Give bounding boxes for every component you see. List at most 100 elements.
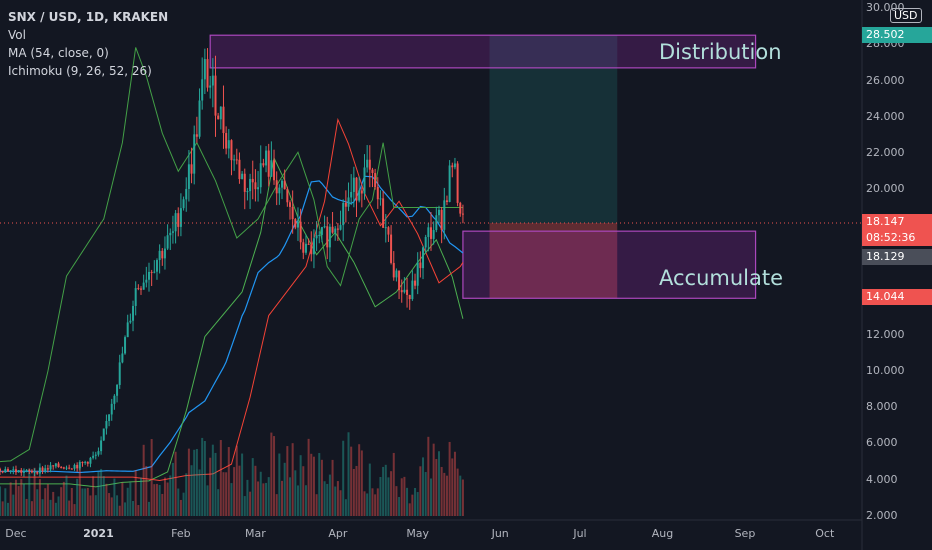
volume-bar xyxy=(121,482,124,516)
candle-body xyxy=(331,226,334,233)
volume-bar xyxy=(62,481,65,516)
volume-bar xyxy=(110,497,113,516)
candle-body xyxy=(201,79,204,101)
volume-bar xyxy=(339,490,342,516)
volume-bar xyxy=(155,483,158,516)
distribution-label[interactable]: Distribution xyxy=(659,40,782,64)
candle-body xyxy=(310,244,313,255)
accumulate-label[interactable]: Accumulate xyxy=(659,266,784,290)
ma-price-tag: 18.129 xyxy=(862,249,932,265)
candle-body xyxy=(62,467,65,469)
legend-ma[interactable]: MA (54, close, 0) xyxy=(8,46,109,60)
candle-body xyxy=(363,167,366,194)
volume-bar xyxy=(14,479,17,516)
accumulate-zone[interactable] xyxy=(462,230,757,299)
candle-body xyxy=(243,173,246,192)
volume-bar xyxy=(453,451,456,516)
volume-bar xyxy=(78,467,81,516)
volume-bar xyxy=(147,501,150,516)
candle-body xyxy=(60,467,63,469)
countdown-tag: 08:52:36 xyxy=(862,230,932,246)
candle-body xyxy=(182,199,185,209)
symbol-title[interactable]: SNX / USD, 1D, KRAKEN xyxy=(8,10,169,24)
volume-bar xyxy=(459,475,462,516)
volume-bar xyxy=(360,450,363,516)
candle-body xyxy=(334,228,337,233)
candle-body xyxy=(294,219,297,228)
volume-bar xyxy=(331,459,334,516)
candle-body xyxy=(92,455,95,458)
candle-body xyxy=(448,165,451,202)
volume-bar xyxy=(102,476,105,516)
volume-bar xyxy=(132,500,135,516)
candle-body xyxy=(84,461,87,463)
currency-button[interactable]: USD xyxy=(890,8,922,23)
distribution-zone[interactable] xyxy=(209,34,757,69)
volume-bar xyxy=(1,501,4,516)
candle-body xyxy=(347,197,350,207)
candle-body xyxy=(12,469,15,471)
candle-body xyxy=(328,226,331,248)
volume-bar xyxy=(288,477,291,516)
loss-zone xyxy=(489,223,618,299)
candle-body xyxy=(97,451,100,455)
volume-bar xyxy=(38,479,41,516)
candle-body xyxy=(153,271,156,273)
volume-bar xyxy=(440,466,443,516)
volume-bar xyxy=(437,451,440,516)
legend-vol[interactable]: Vol xyxy=(8,28,26,42)
volume-bar xyxy=(134,470,137,516)
volume-bar xyxy=(177,488,180,516)
volume-bar xyxy=(302,466,305,516)
volume-bar xyxy=(97,471,100,516)
candle-body xyxy=(4,469,7,473)
candle-body xyxy=(403,289,406,293)
volume-bar xyxy=(166,482,169,516)
volume-bar xyxy=(198,469,201,516)
volume-bar xyxy=(193,449,196,516)
volume-bar xyxy=(6,502,9,516)
candle-body xyxy=(382,198,385,228)
volume-bar xyxy=(76,478,79,516)
candle-body xyxy=(414,280,417,286)
legend-ichimoku[interactable]: Ichimoku (9, 26, 52, 26) xyxy=(8,64,152,78)
volume-bar xyxy=(328,474,331,516)
volume-bar xyxy=(142,444,145,516)
candle-body xyxy=(132,305,135,321)
candle-body xyxy=(140,288,143,290)
volume-bar xyxy=(54,502,57,516)
candle-body xyxy=(281,180,284,188)
volume-bar xyxy=(116,495,119,516)
candle-body xyxy=(110,403,113,415)
volume-bar xyxy=(0,486,1,516)
volume-bar xyxy=(70,487,73,516)
volume-bar xyxy=(414,487,417,516)
candle-body xyxy=(129,320,132,323)
candle-body xyxy=(195,134,198,137)
price-axis-label: 26.000 xyxy=(866,73,905,87)
candle-body xyxy=(251,178,254,183)
candle-body xyxy=(25,469,28,472)
volume-bar xyxy=(312,456,315,516)
volume-bar xyxy=(368,463,371,516)
volume-bar xyxy=(150,439,153,516)
volume-bar xyxy=(376,488,379,516)
volume-bar xyxy=(307,438,310,516)
volume-bar xyxy=(9,482,12,516)
candle-body xyxy=(145,279,148,283)
candle-body xyxy=(336,228,339,230)
time-axis-label: Oct xyxy=(815,527,835,540)
candle-body xyxy=(235,159,238,161)
volume-bar xyxy=(203,440,206,516)
candle-body xyxy=(203,59,206,80)
volume-bar xyxy=(445,475,448,516)
volume-bar xyxy=(73,504,76,516)
candle-body xyxy=(0,468,1,471)
candle-body xyxy=(57,463,60,468)
candle-body xyxy=(113,395,116,404)
candle-body xyxy=(209,85,212,88)
volume-bar xyxy=(190,465,193,516)
volume-bar xyxy=(46,484,49,516)
candle-body xyxy=(312,238,315,255)
